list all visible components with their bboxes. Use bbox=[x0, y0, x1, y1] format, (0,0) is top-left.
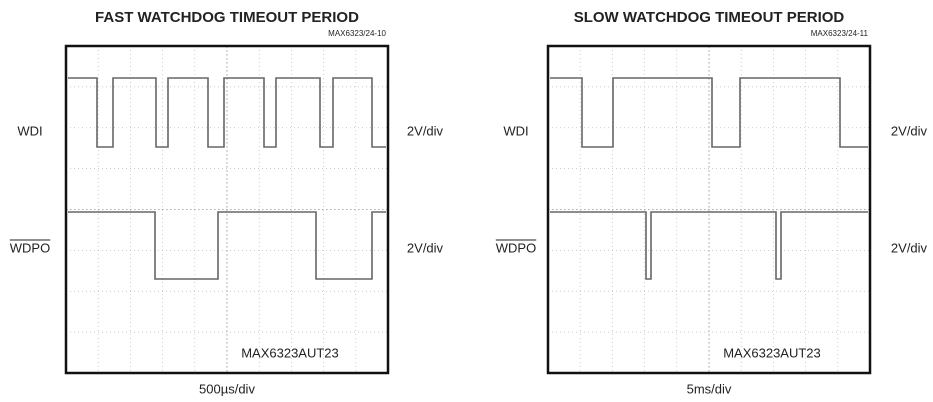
signal-label: WDPO bbox=[10, 240, 50, 255]
scope-frame bbox=[64, 44, 390, 375]
signal-label: WDPO bbox=[496, 240, 536, 255]
panel-title: SLOW WATCHDOG TIMEOUT PERIOD bbox=[574, 9, 845, 26]
scope-panel: FAST WATCHDOG TIMEOUT PERIOD MAX6323/24-1… bbox=[9, 9, 444, 396]
part-label: MAX6323AUT23 bbox=[241, 345, 339, 360]
wdpo-trace bbox=[550, 211, 868, 280]
wdpo-trace bbox=[68, 211, 386, 280]
wdi-trace bbox=[68, 77, 386, 148]
scope-frame bbox=[546, 44, 872, 375]
time-scale: 5ms/div bbox=[687, 381, 732, 396]
signal-label: WDI bbox=[17, 123, 42, 138]
part-label: MAX6323AUT23 bbox=[723, 345, 821, 360]
time-scale: 500µs/div bbox=[199, 381, 255, 396]
figure-code: MAX6323/24-10 bbox=[328, 29, 386, 38]
wdi-trace bbox=[550, 77, 868, 148]
scale-label: 2V/div bbox=[407, 123, 444, 138]
scale-label: 2V/div bbox=[407, 240, 444, 255]
scope-panel: SLOW WATCHDOG TIMEOUT PERIOD MAX6323/24-1… bbox=[495, 9, 928, 396]
scale-label: 2V/div bbox=[891, 123, 928, 138]
signal-label: WDI bbox=[503, 123, 528, 138]
scale-label: 2V/div bbox=[891, 240, 928, 255]
panel-title: FAST WATCHDOG TIMEOUT PERIOD bbox=[95, 9, 359, 26]
figure-code: MAX6323/24-11 bbox=[811, 29, 869, 38]
